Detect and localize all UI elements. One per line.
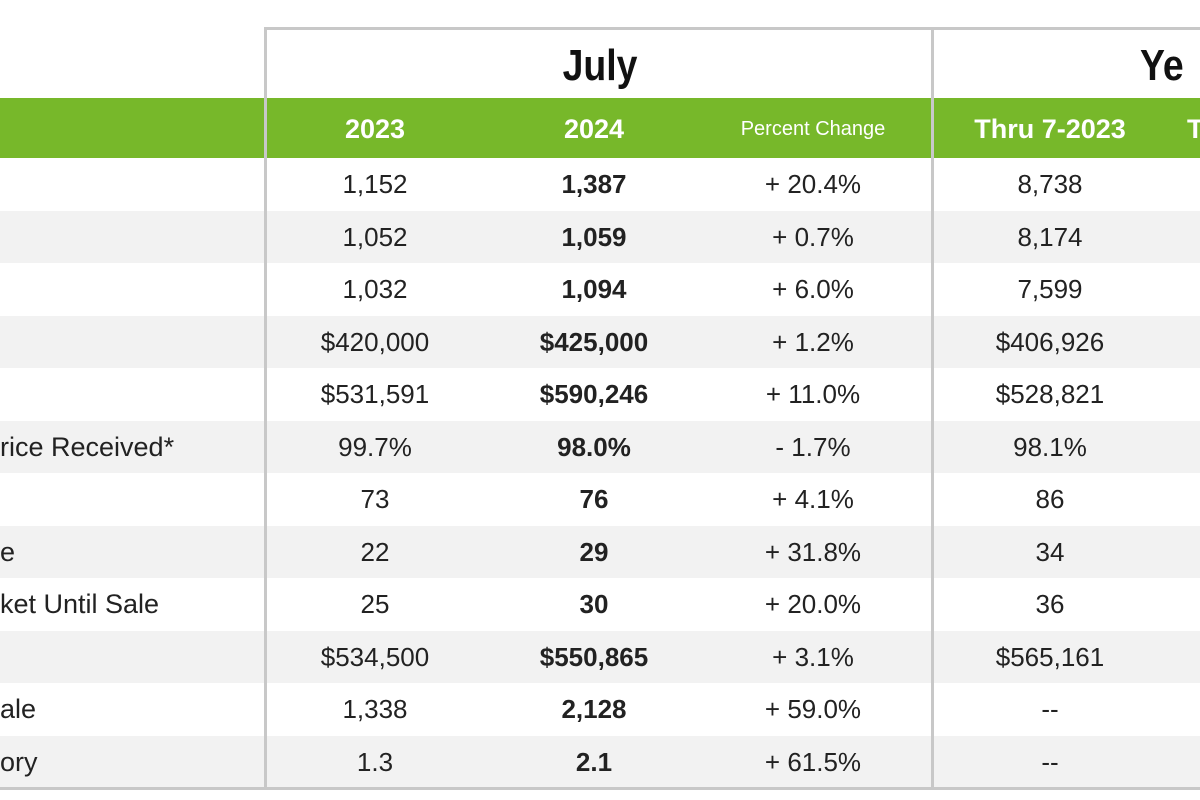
row-stripe [0,525,1200,578]
cell-value: $528,821 [995,379,1105,409]
cell-value: -- [1041,746,1059,777]
cell-value: $565,161 [995,641,1105,672]
cell-value: 86 [1035,484,1065,514]
group-header: Ye [1140,41,1184,90]
cell-value: 22 [360,536,390,567]
cell-value: 98.0% [557,431,631,462]
cell-value: 98.1% [1013,431,1087,462]
cell-value: 34 [1035,536,1065,567]
cell-value: 8,174 [1017,221,1083,252]
cell-value: - 1.7% [775,431,851,462]
cell-value: 1,059 [561,221,627,252]
cell-value: + 61.5% [764,746,862,777]
cell-value: $550,865 [539,641,649,672]
cell-value: 1,152 [342,169,408,199]
cell-value: + 3.1% [772,641,854,672]
group-header: July [562,41,638,90]
cell-value: 1,338 [342,694,408,724]
row-label: ory [0,746,38,777]
cell-value: + 4.1% [772,484,854,514]
cell-value: 36 [1035,589,1065,619]
cell-value: + 20.4% [764,169,862,199]
border [264,28,267,788]
cell-value: $531,591 [320,379,430,409]
row-stripe [0,210,1200,263]
cell-value: + 6.0% [772,274,854,304]
row-label: rice Received* [0,431,175,462]
cell-value: 76 [579,484,609,514]
border [264,27,1200,30]
cell-value: -- [1041,694,1059,724]
cell-value: 25 [360,589,390,619]
cell-value: 2,128 [561,694,627,724]
border [0,787,1200,790]
column-header: Thru 7-2023 [974,114,1126,144]
row-stripe [0,420,1200,473]
cell-value: 8,738 [1017,169,1083,199]
cell-value: $406,926 [995,326,1105,357]
cell-value: 73 [360,484,390,514]
cell-value: 99.7% [338,431,412,462]
cell-value: $534,500 [320,641,430,672]
cell-value: 29 [579,536,609,567]
row-stripe [0,630,1200,683]
row-label: e [0,536,16,567]
cell-value: + 59.0% [764,694,862,724]
cell-value: 2.1 [575,746,613,777]
column-header: 2024 [563,114,625,144]
row-stripe [0,315,1200,368]
row-label: ale [0,694,37,724]
cell-value: + 1.2% [772,326,854,357]
column-header: Percent Change [740,118,886,140]
cell-value: $425,000 [539,326,649,357]
cell-value: 7,599 [1017,274,1083,304]
cell-value: + 11.0% [765,379,861,409]
cell-value: + 20.0% [764,589,862,619]
cell-value: $590,246 [539,379,649,409]
cell-value: 1,094 [561,274,627,304]
cell-value: 1.3 [356,746,394,777]
cell-value: 1,387 [561,169,627,199]
cell-value: $420,000 [320,326,430,357]
column-header: T [1187,114,1200,144]
cell-value: + 31.8% [764,536,862,567]
cell-value: 30 [579,589,609,619]
row-label: ket Until Sale [0,589,160,619]
cell-value: 1,052 [342,221,408,252]
column-header: 2023 [344,114,406,144]
header-band [0,98,1200,158]
row-stripe [0,735,1200,788]
border [931,28,934,788]
cell-value: + 0.7% [772,221,854,252]
cell-value: 1,032 [342,274,408,304]
